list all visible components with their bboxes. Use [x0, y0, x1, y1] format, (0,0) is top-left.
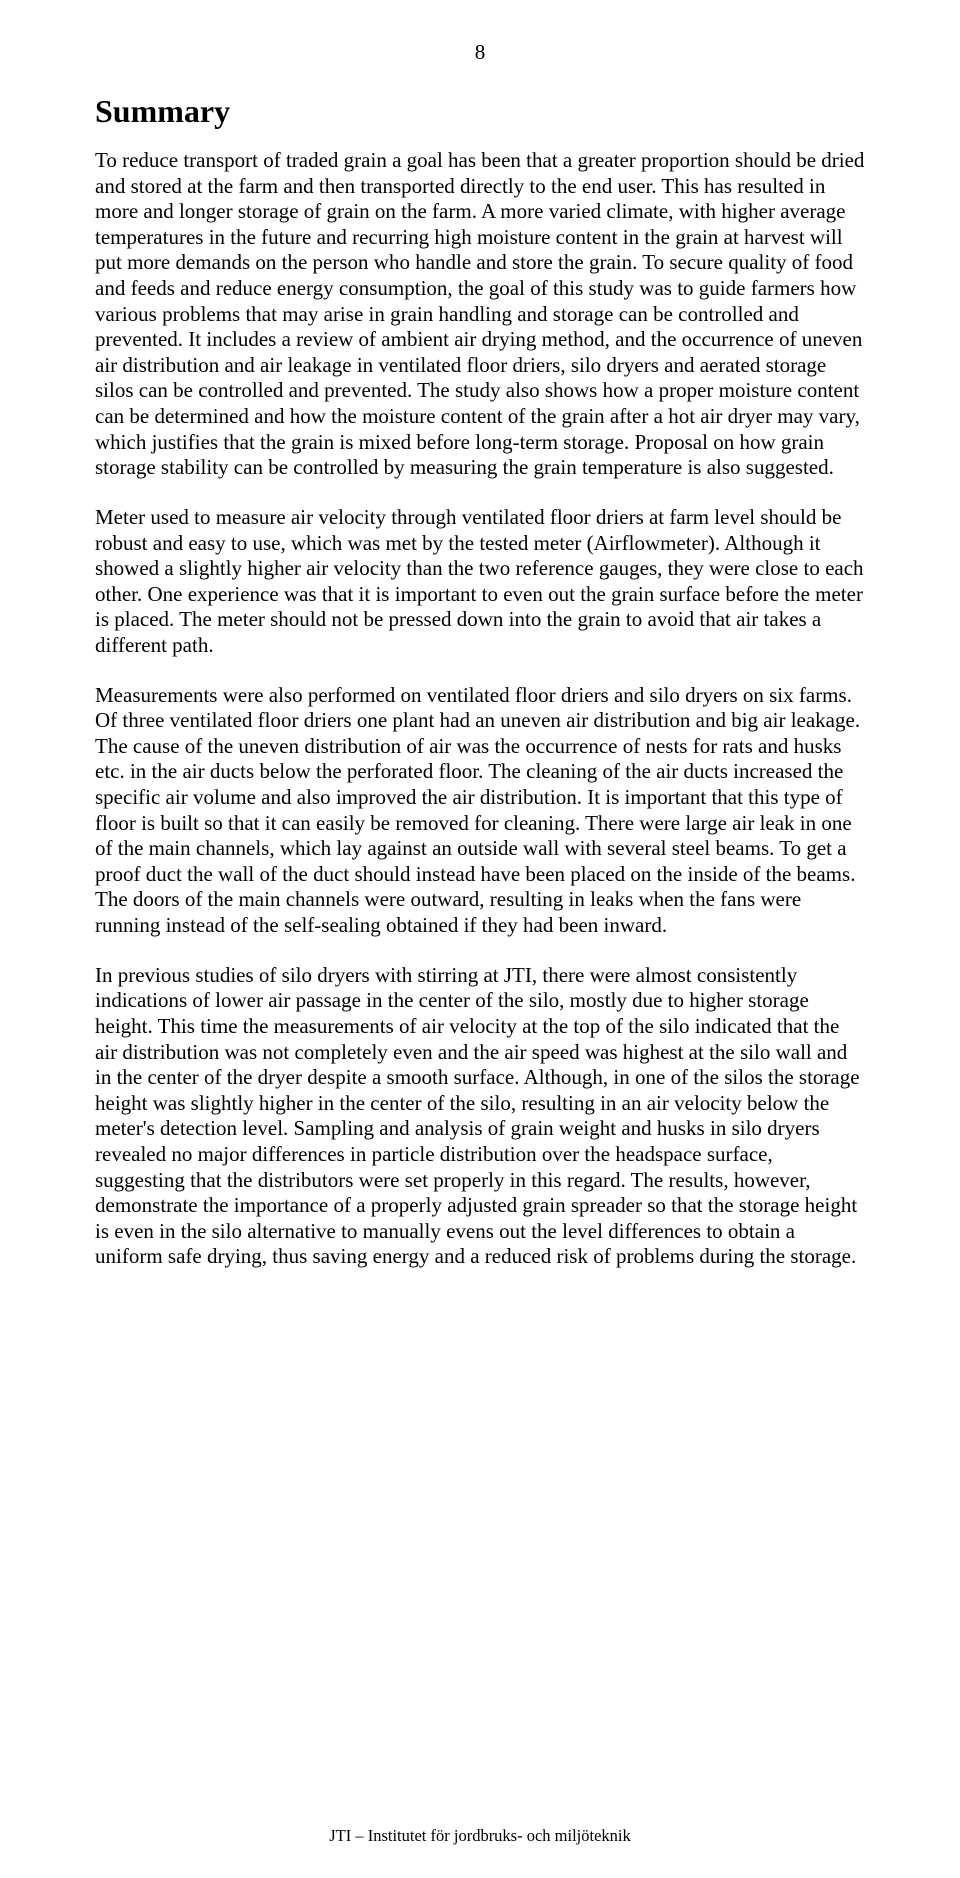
paragraph-4: In previous studies of silo dryers with …	[95, 963, 865, 1270]
summary-heading: Summary	[95, 93, 865, 130]
page-number: 8	[95, 40, 865, 65]
paragraph-3: Measurements were also performed on vent…	[95, 683, 865, 939]
paragraph-1: To reduce transport of traded grain a go…	[95, 148, 865, 481]
document-page: 8 Summary To reduce transport of traded …	[0, 0, 960, 1334]
page-footer: JTI – Institutet för jordbruks- och milj…	[0, 1826, 960, 1846]
paragraph-2: Meter used to measure air velocity throu…	[95, 505, 865, 659]
